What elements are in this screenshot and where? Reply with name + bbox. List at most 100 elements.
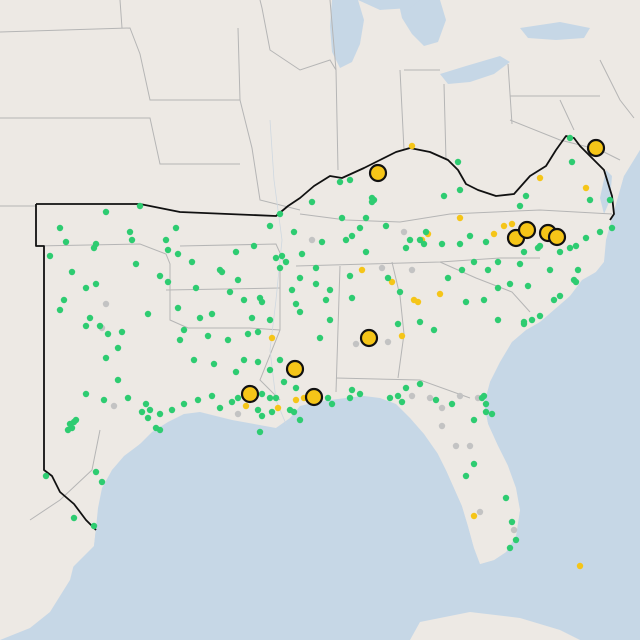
green-marker <box>494 284 502 292</box>
green-marker <box>192 284 200 292</box>
green-marker <box>254 406 262 414</box>
green-marker <box>56 306 64 314</box>
green-marker <box>416 236 424 244</box>
green-marker <box>494 258 502 266</box>
green-marker <box>254 358 262 366</box>
large-marker <box>586 138 606 158</box>
green-marker <box>312 280 320 288</box>
green-marker <box>144 310 152 318</box>
green-marker <box>322 296 330 304</box>
florida-land <box>424 398 520 564</box>
green-marker <box>394 320 402 328</box>
region-outline <box>36 135 615 221</box>
green-marker <box>138 408 146 416</box>
green-marker <box>68 268 76 276</box>
green-marker <box>232 248 240 256</box>
green-marker <box>342 236 350 244</box>
green-marker <box>250 242 258 250</box>
green-marker <box>608 224 616 232</box>
green-marker <box>276 356 284 364</box>
large-marker <box>285 359 305 379</box>
green-marker <box>318 238 326 246</box>
green-marker <box>62 238 70 246</box>
green-marker <box>346 176 354 184</box>
green-marker <box>146 406 154 414</box>
green-marker <box>348 294 356 302</box>
large-marker <box>240 384 260 404</box>
green-marker <box>466 232 474 240</box>
green-marker <box>136 202 144 210</box>
green-marker <box>266 366 274 374</box>
lake-michigan <box>330 0 364 68</box>
green-marker <box>102 354 110 362</box>
green-marker <box>482 408 490 416</box>
green-marker <box>174 304 182 312</box>
green-marker <box>348 386 356 394</box>
green-marker <box>42 472 50 480</box>
green-marker <box>568 158 576 166</box>
green-marker <box>420 240 428 248</box>
green-marker <box>82 322 90 330</box>
green-marker <box>142 400 150 408</box>
green-marker <box>508 518 516 526</box>
green-marker <box>210 360 218 368</box>
green-marker <box>70 514 78 522</box>
green-marker <box>156 410 164 418</box>
green-marker <box>470 460 478 468</box>
green-marker <box>90 522 98 530</box>
region-outline-west <box>35 204 97 531</box>
green-marker <box>266 222 274 230</box>
green-marker <box>208 310 216 318</box>
green-marker <box>456 240 464 248</box>
green-marker <box>520 248 528 256</box>
green-marker <box>118 328 126 336</box>
green-marker <box>180 326 188 334</box>
green-marker <box>288 286 296 294</box>
lake-huron <box>398 0 446 46</box>
green-marker <box>566 244 574 252</box>
green-marker <box>516 260 524 268</box>
green-marker <box>506 280 514 288</box>
green-marker <box>398 398 406 406</box>
green-marker <box>92 468 100 476</box>
green-marker <box>312 264 320 272</box>
green-marker <box>228 398 236 406</box>
green-marker <box>86 314 94 322</box>
green-marker <box>194 396 202 404</box>
green-marker <box>386 394 394 402</box>
green-marker <box>462 472 470 480</box>
green-marker <box>102 208 110 216</box>
green-marker <box>524 282 532 290</box>
green-marker <box>494 316 502 324</box>
green-marker <box>90 244 98 252</box>
green-marker <box>98 478 106 486</box>
green-marker <box>72 416 80 424</box>
green-marker <box>292 300 300 308</box>
green-marker <box>394 392 402 400</box>
green-marker <box>574 266 582 274</box>
green-marker <box>114 376 122 384</box>
green-marker <box>528 316 536 324</box>
green-marker <box>280 378 288 386</box>
large-marker <box>304 387 324 407</box>
green-marker <box>224 336 232 344</box>
green-marker <box>144 414 152 422</box>
green-marker <box>82 390 90 398</box>
gulf-of-mexico <box>0 396 560 640</box>
green-marker <box>82 284 90 292</box>
green-marker <box>256 428 264 436</box>
green-marker <box>534 244 542 252</box>
green-marker <box>176 336 184 344</box>
green-marker <box>276 264 284 272</box>
green-marker <box>46 252 54 260</box>
green-marker <box>188 258 196 266</box>
green-marker <box>362 214 370 222</box>
green-marker <box>324 394 332 402</box>
green-marker <box>326 286 334 294</box>
chesapeake-bay <box>600 170 612 214</box>
green-marker <box>104 330 112 338</box>
green-marker <box>402 384 410 392</box>
green-marker <box>60 296 68 304</box>
green-marker <box>128 236 136 244</box>
